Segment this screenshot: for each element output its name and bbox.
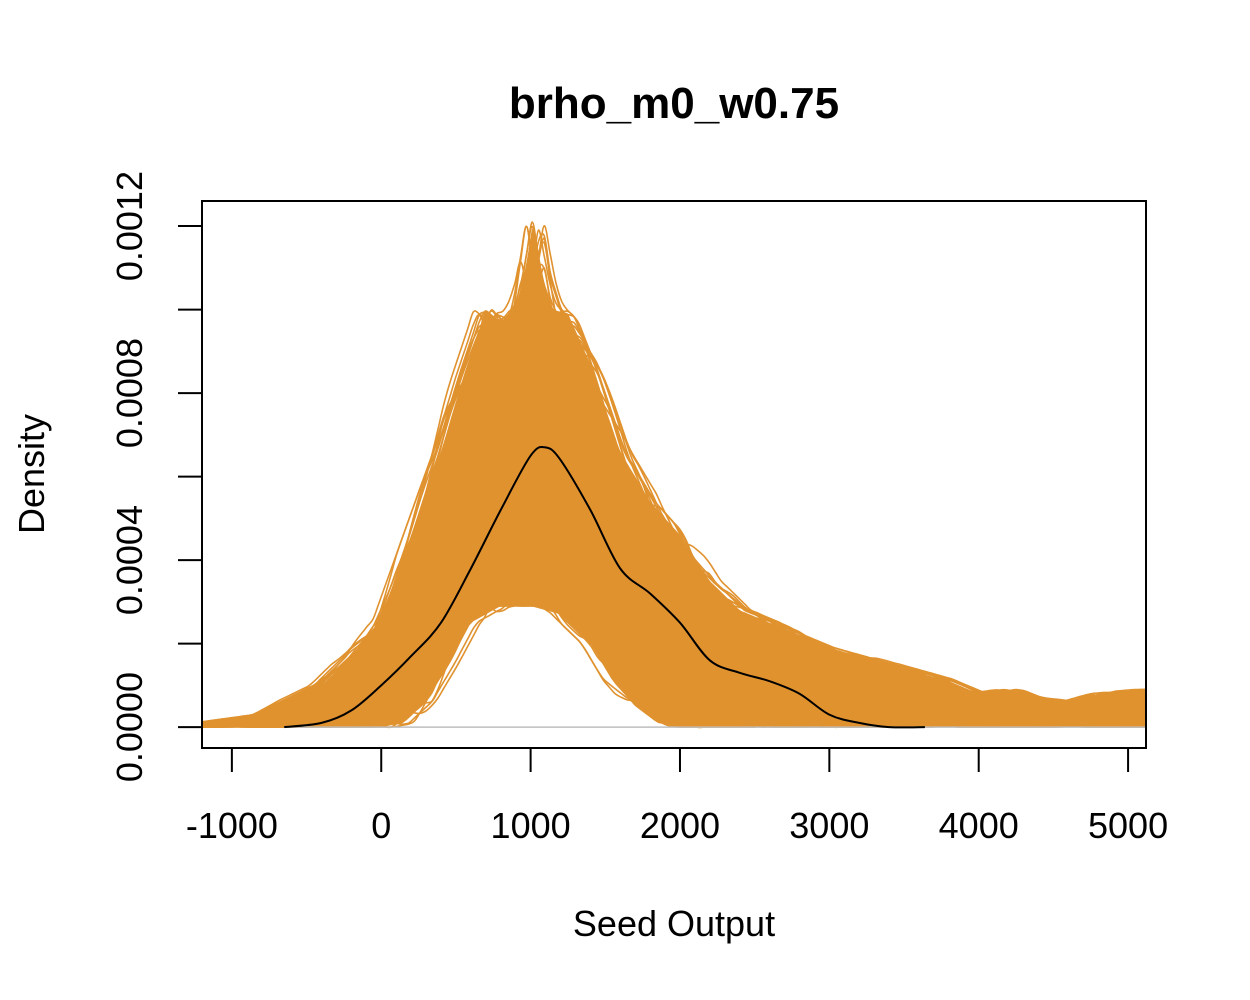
x-tick-label: 0 <box>371 805 391 846</box>
y-tick-label: 0.0012 <box>109 171 150 281</box>
y-tick-label: 0.0000 <box>109 672 150 782</box>
replicate-density-curve <box>202 557 1146 728</box>
replicate-density-curve <box>202 354 1146 726</box>
replicate-density-curve <box>202 471 1146 727</box>
chart-title: brho_m0_w0.75 <box>509 79 839 128</box>
replicate-density-curve <box>202 494 1146 727</box>
x-axis-label: Seed Output <box>573 903 775 944</box>
x-tick-label: 3000 <box>789 805 869 846</box>
replicate-density-curve <box>202 502 1146 728</box>
y-tick-label: 0.0004 <box>109 505 150 615</box>
replicate-density-curve <box>202 432 1146 726</box>
replicate-density-curve <box>202 399 1146 726</box>
y-tick-label: 0.0008 <box>109 338 150 448</box>
x-tick-label: -1000 <box>186 805 278 846</box>
plot-area <box>202 221 1146 729</box>
replicate-density-curve <box>202 363 1146 725</box>
y-axis-label: Density <box>11 414 52 534</box>
observed-density-line <box>284 445 925 729</box>
x-tick-label: 1000 <box>491 805 571 846</box>
x-tick-label: 2000 <box>640 805 720 846</box>
replicate-band-fill <box>202 228 1146 728</box>
replicate-density-curve <box>202 289 1146 725</box>
replicate-density-curve <box>202 500 1146 728</box>
x-axis: -1000 0 1000 2000 3000 4000 5000 <box>186 747 1168 846</box>
replicate-density-curve <box>202 340 1146 726</box>
x-tick-label: 4000 <box>939 805 1019 846</box>
x-tick-label: 5000 <box>1088 805 1168 846</box>
replicate-density-curve <box>202 267 1146 724</box>
replicate-density-band <box>202 228 1146 728</box>
replicate-density-curve <box>202 317 1146 725</box>
y-axis: 0.0000 0.0004 0.0008 0.0012 <box>109 171 203 782</box>
